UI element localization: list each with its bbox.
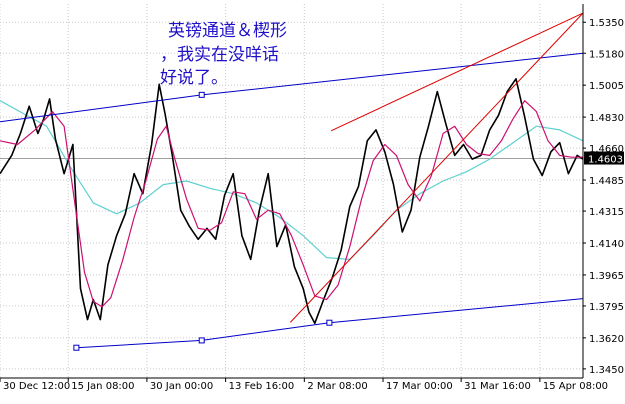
- x-tick-label: 30 Jan 00:00: [150, 381, 213, 392]
- x-tick-label: 17 Mar 00:00: [386, 381, 453, 392]
- ma-slow-line: [0, 100, 584, 260]
- y-tick-label: 1.3965: [589, 271, 624, 282]
- y-tick-label: 1.5350: [589, 18, 624, 29]
- x-tick-label: 13 Feb 16:00: [229, 381, 295, 392]
- trend-line-handle: [73, 344, 80, 351]
- annotation-line-2: ，我实在没咩话: [160, 45, 279, 65]
- current-price-box: [584, 151, 624, 165]
- trend-line-handle: [326, 319, 333, 326]
- y-tick-label: 1.4830: [589, 113, 624, 124]
- annotation-line-1: 英镑通道＆楔形: [168, 21, 287, 41]
- ma-fast-line: [0, 100, 583, 308]
- channel-lower-line: [76, 298, 584, 349]
- series-layer: [0, 78, 584, 325]
- y-tick-label: 1.4485: [589, 176, 624, 187]
- trend-lines-layer: [0, 12, 584, 351]
- y-tick-label: 1.4315: [589, 207, 624, 218]
- x-tick-label: 31 Mar 16:00: [464, 381, 531, 392]
- x-tick-label: 15 Apr 08:00: [543, 381, 608, 392]
- y-tick-label: 1.5005: [589, 81, 624, 92]
- annotation-line-3: 好说了。: [160, 68, 228, 88]
- channel-upper-line: [0, 52, 584, 123]
- current-price-label: 1.4603: [588, 155, 623, 166]
- grid: [0, 4, 583, 378]
- axes: [0, 4, 586, 382]
- wedge-upper-line: [330, 12, 584, 132]
- trend-line-handle: [198, 337, 205, 344]
- annotation: 英镑通道＆楔形 ，我实在没咩话 好说了。: [160, 21, 287, 88]
- y-tick-label: 1.3795: [589, 302, 624, 313]
- price-line: [0, 78, 584, 325]
- wedge-lower-line: [289, 12, 584, 323]
- current-price-tag: 1.4603: [584, 151, 624, 166]
- trend-line-handle: [198, 91, 205, 98]
- x-tick-label: 2 Mar 08:00: [307, 381, 367, 392]
- x-tick-label: 15 Jan 08:00: [71, 381, 134, 392]
- y-tick-label: 1.4660: [589, 144, 624, 155]
- y-tick-label: 1.5180: [589, 49, 624, 60]
- y-tick-label: 1.4140: [589, 239, 624, 250]
- y-tick-label: 1.3620: [589, 334, 624, 345]
- y-axis-labels: 1.5350 1.5180 1.5005 1.4830 1.4660 1.4485 1.43…: [589, 18, 624, 376]
- x-tick-label: 30 Dec 12:00: [3, 381, 70, 392]
- x-axis-labels: 30 Dec 12:00 15 Jan 08:00 30 Jan 00:00 13 F…: [3, 381, 608, 392]
- y-tick-label: 1.3450: [589, 365, 624, 376]
